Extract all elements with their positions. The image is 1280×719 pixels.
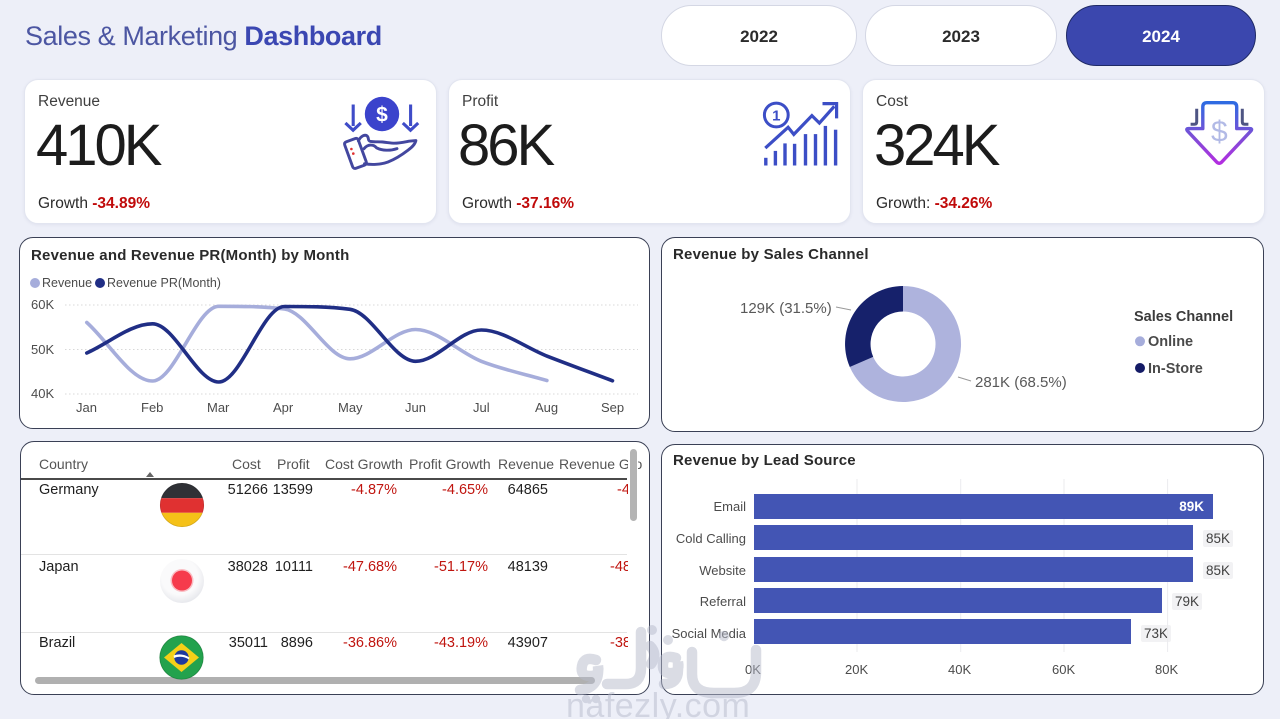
svg-text:$: $ (376, 104, 388, 127)
svg-text:nafezly.com: nafezly.com (566, 687, 750, 719)
svg-text:1: 1 (772, 108, 780, 125)
svg-text:$: $ (1211, 116, 1228, 149)
